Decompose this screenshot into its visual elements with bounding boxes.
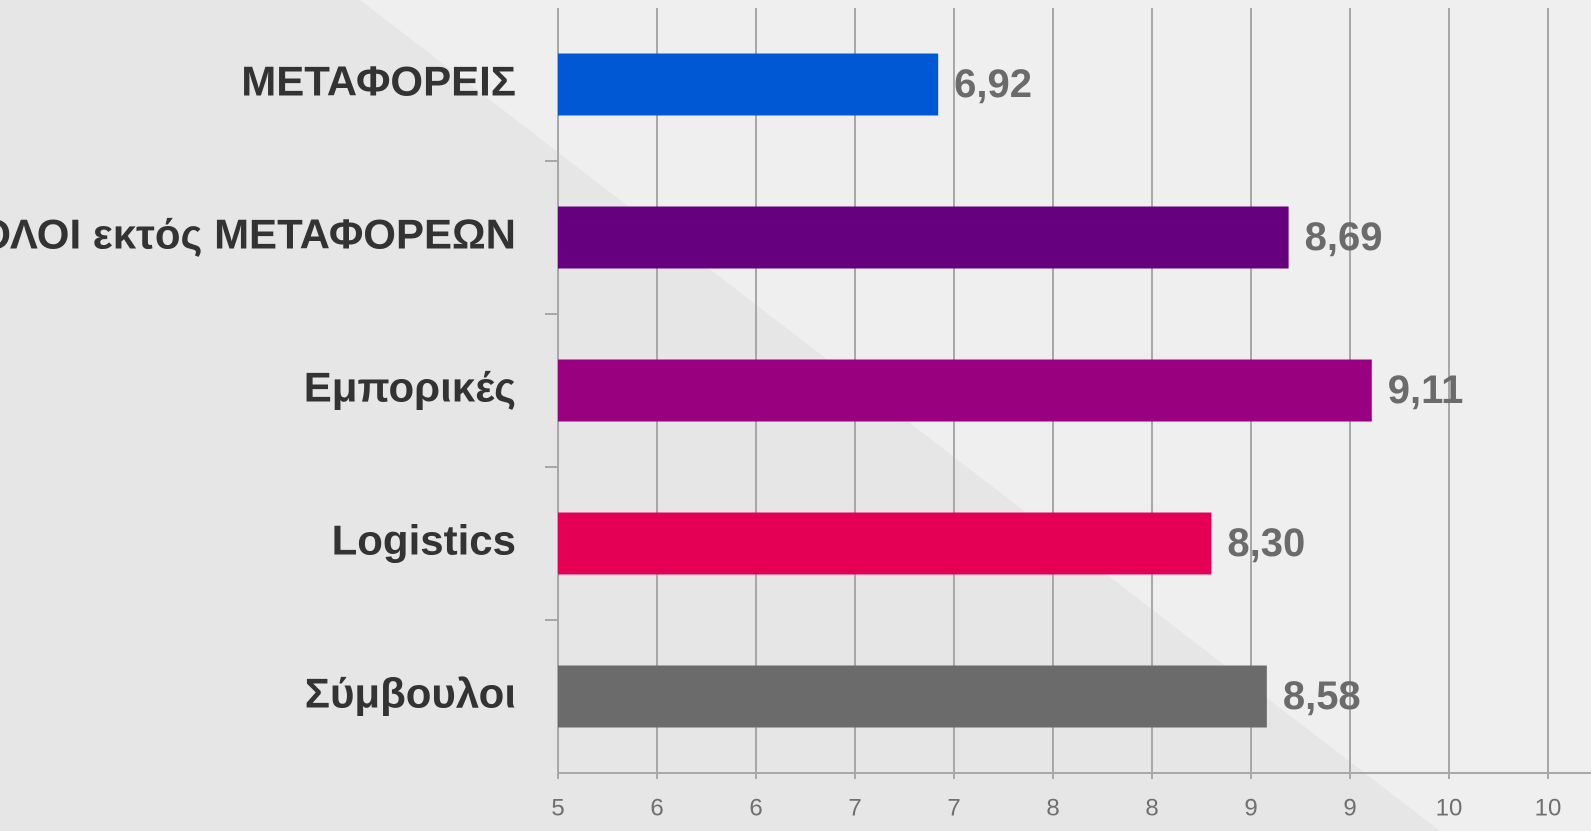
x-tick-label: 10 bbox=[1535, 794, 1562, 821]
bar bbox=[558, 665, 1267, 728]
x-tick-label: 9 bbox=[1343, 794, 1356, 821]
value-label: 8,58 bbox=[1283, 674, 1361, 718]
x-tick-label: 10 bbox=[1436, 794, 1463, 821]
value-label: 9,11 bbox=[1388, 368, 1464, 412]
x-tick-label: 6 bbox=[749, 794, 762, 821]
value-label: 6,92 bbox=[954, 62, 1032, 106]
x-tick-label: 7 bbox=[848, 794, 861, 821]
category-label: ΟΛΟΙ εκτός ΜΕΤΑΦΟΡΕΩΝ bbox=[0, 211, 516, 258]
bar bbox=[558, 206, 1289, 269]
value-label: 8,69 bbox=[1305, 215, 1383, 259]
x-tick-label: 7 bbox=[947, 794, 960, 821]
value-label: 8,30 bbox=[1227, 521, 1305, 565]
x-tick-label: 9 bbox=[1244, 794, 1257, 821]
category-label: ΜΕΤΑΦΟΡΕΙΣ bbox=[241, 58, 516, 105]
bar bbox=[558, 359, 1372, 422]
bar bbox=[558, 512, 1212, 575]
category-label: Εμπορικές bbox=[304, 364, 516, 411]
category-label: Σύμβουλοι bbox=[305, 670, 516, 717]
x-tick-label: 5 bbox=[551, 794, 564, 821]
category-label: Logistics bbox=[332, 517, 516, 564]
x-tick-label: 8 bbox=[1046, 794, 1059, 821]
x-tick-label: 6 bbox=[650, 794, 663, 821]
bar bbox=[558, 53, 939, 116]
x-tick-label: 8 bbox=[1145, 794, 1158, 821]
